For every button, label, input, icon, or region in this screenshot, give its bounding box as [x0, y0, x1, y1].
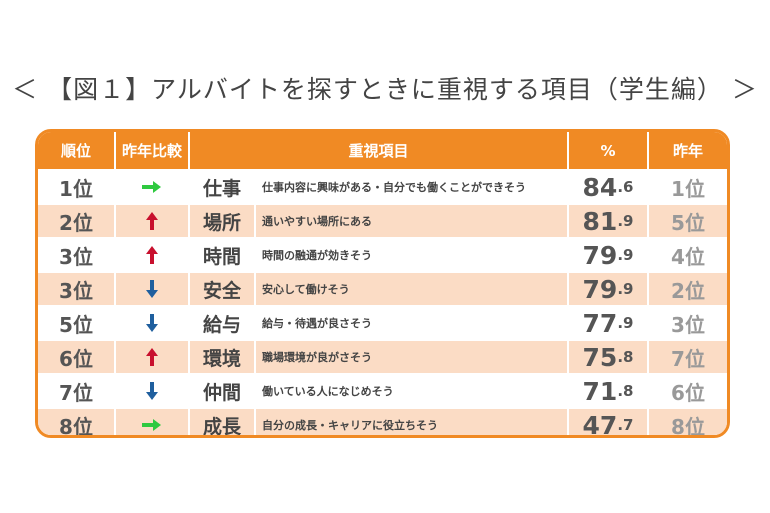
figure-title: ＜ 【図１】アルバイトを探すときに重視する項目（学生編） ＞ [12, 75, 758, 104]
table-header: 順位 昨年比較 重視項目 % 昨年 [38, 132, 727, 169]
table-row: 1位 仕事 仕事内容に興味がある・自分でも働くことができそう 84.6 1位 [38, 171, 727, 203]
percent-decimal: .9 [617, 314, 634, 332]
percent-cell: 84.6 [569, 171, 649, 203]
last-year-cell: 4位 [671, 244, 705, 269]
description-cell: 給与・待遇が良さそう [256, 307, 569, 339]
description-cell: 自分の成長・キャリアに役立ちそう [256, 409, 569, 435]
percent-integer: 75 [582, 342, 618, 372]
arrow-right-icon [116, 409, 190, 435]
category-cell: 成長 [190, 409, 256, 435]
table-row: 3位 時間 時間の融通が効きそう 79.9 4位 [38, 239, 727, 271]
percent-cell: 75.8 [569, 341, 649, 373]
percent-cell: 81.9 [569, 205, 649, 237]
last-year-cell: 3位 [671, 312, 705, 337]
header-item: 重視項目 [190, 132, 569, 169]
category-cell: 給与 [190, 307, 256, 339]
percent-decimal: .9 [617, 246, 634, 264]
table-row: 2位 場所 通いやすい場所にある 81.9 5位 [38, 205, 727, 237]
category-cell: 場所 [190, 205, 256, 237]
category-cell: 時間 [190, 239, 256, 271]
category-cell: 仲間 [190, 375, 256, 407]
percent-decimal: .6 [617, 178, 634, 196]
percent-decimal: .9 [617, 280, 634, 298]
category-cell: 仕事 [190, 171, 256, 203]
last-year-cell: 7位 [671, 346, 705, 371]
last-year-cell: 2位 [671, 278, 705, 303]
percent-integer: 47 [582, 410, 618, 438]
category-cell: 環境 [190, 341, 256, 373]
header-change: 昨年比較 [116, 132, 190, 169]
description-cell: 職場環境が良がさそう [256, 341, 569, 373]
header-percent: % [569, 132, 649, 169]
percent-decimal: .8 [617, 348, 634, 366]
percent-cell: 77.9 [569, 307, 649, 339]
percent-integer: 81 [582, 206, 618, 236]
arrow-down-icon [116, 307, 190, 339]
description-cell: 時間の融通が効きそう [256, 239, 569, 271]
table-row: 6位 環境 職場環境が良がさそう 75.8 7位 [38, 341, 727, 373]
percent-cell: 47.7 [569, 409, 649, 438]
percent-integer: 79 [582, 274, 618, 304]
table-row: 5位 給与 給与・待遇が良さそう 77.9 3位 [38, 307, 727, 339]
rank-cell: 8位 [38, 409, 116, 435]
percent-integer: 84 [582, 172, 618, 202]
arrow-up-icon [116, 239, 190, 271]
percent-integer: 79 [582, 240, 618, 270]
header-rank: 順位 [38, 132, 116, 169]
rank-cell: 7位 [38, 375, 116, 407]
description-cell: 通いやすい場所にある [256, 205, 569, 237]
rank-cell: 2位 [38, 205, 116, 237]
rank-cell: 3位 [38, 239, 116, 271]
percent-decimal: .8 [617, 382, 634, 400]
percent-decimal: .7 [617, 416, 634, 434]
rank-cell: 3位 [38, 273, 116, 305]
percent-decimal: .9 [617, 212, 634, 230]
rank-cell: 5位 [38, 307, 116, 339]
description-cell: 仕事内容に興味がある・自分でも働くことができそう [256, 171, 569, 203]
table-row: 8位 成長 自分の成長・キャリアに役立ちそう 47.7 8位 [38, 409, 727, 438]
rank-cell: 1位 [38, 171, 116, 203]
last-year-cell: 6位 [671, 380, 705, 405]
arrow-right-icon [116, 171, 190, 203]
table-row: 7位 仲間 働いている人になじめそう 71.8 6位 [38, 375, 727, 407]
percent-cell: 79.9 [569, 273, 649, 305]
percent-cell: 71.8 [569, 375, 649, 407]
category-cell: 安全 [190, 273, 256, 305]
last-year-cell: 1位 [671, 176, 705, 201]
percent-integer: 71 [582, 376, 618, 406]
description-cell: 安心して働けそう [256, 273, 569, 305]
percent-integer: 77 [582, 308, 618, 338]
last-year-cell: 8位 [671, 414, 705, 438]
rank-cell: 6位 [38, 341, 116, 373]
table-row: 3位 安全 安心して働けそう 79.9 2位 [38, 273, 727, 305]
arrow-up-icon [116, 341, 190, 373]
percent-cell: 79.9 [569, 239, 649, 271]
last-year-cell: 5位 [671, 210, 705, 235]
header-last-year: 昨年 [672, 142, 703, 160]
arrow-up-icon [116, 205, 190, 237]
ranking-table: 順位 昨年比較 重視項目 % 昨年 1位 仕事 仕事内容に興味がある・自分でも働… [35, 129, 730, 438]
description-cell: 働いている人になじめそう [256, 375, 569, 407]
arrow-down-icon [116, 375, 190, 407]
arrow-down-icon [116, 273, 190, 305]
